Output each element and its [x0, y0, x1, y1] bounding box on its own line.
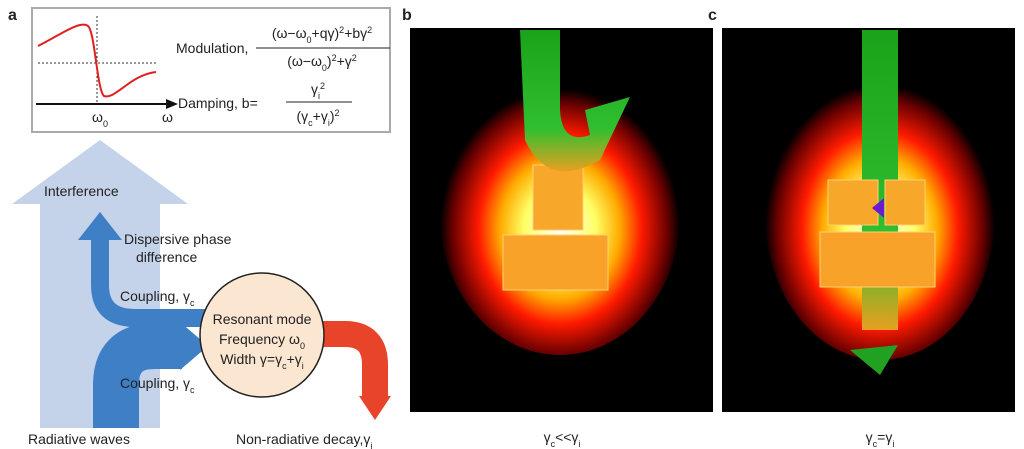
block	[828, 180, 878, 225]
text-segment: 2	[367, 25, 372, 35]
text-segment: (γ	[296, 108, 308, 124]
text-segment: (ω−ω	[272, 25, 307, 41]
text-segment: Coupling, γ	[120, 288, 190, 304]
caption: γc<<γi	[544, 429, 581, 449]
text-segment: +γ	[313, 108, 328, 124]
text-segment: ω	[92, 109, 103, 125]
dispersive-label: difference	[136, 249, 197, 265]
block	[533, 165, 583, 230]
panel-label: a	[8, 7, 17, 24]
text-segment: i	[302, 361, 304, 371]
text-segment: γ	[311, 81, 318, 97]
nonradiative-label: Non-radiative decay,γi	[236, 431, 372, 449]
radiative-label: Radiative waves	[28, 431, 130, 447]
block	[885, 180, 925, 225]
text-segment: Non-radiative decay,γ	[236, 431, 370, 447]
text-segment: Frequency ω	[219, 331, 300, 347]
text-segment: +bγ	[344, 25, 367, 41]
text-segment: i	[578, 439, 580, 449]
damping-label: Damping, b=	[178, 95, 258, 111]
text-segment: Coupling, γ	[120, 375, 190, 391]
text-segment: 0	[103, 119, 108, 129]
arrow-head	[359, 396, 391, 420]
text-segment: 2	[320, 81, 325, 91]
dispersive-label: Dispersive phase	[124, 231, 232, 247]
text-segment: =γ	[877, 429, 892, 445]
text-segment: (ω−ω	[287, 53, 322, 69]
caption: γc=γi	[866, 429, 895, 449]
modulation-label: Modulation,	[176, 40, 248, 56]
text-segment: i	[370, 441, 372, 449]
text-segment: +γ	[287, 351, 302, 367]
text-segment: 2	[335, 108, 340, 118]
text-segment: +qγ)	[312, 25, 340, 41]
text-segment: Width γ=γ	[220, 351, 282, 367]
text-segment: γ	[544, 429, 551, 445]
x-axis-label: ω	[162, 109, 173, 125]
text-segment: c	[190, 298, 195, 308]
mode-title: Resonant mode	[213, 311, 312, 327]
text-segment: c	[190, 385, 195, 395]
block	[503, 235, 608, 290]
panel-label: c	[708, 7, 717, 24]
text-segment: 2	[352, 53, 357, 63]
decay-arrow	[320, 334, 375, 398]
text-segment: i	[892, 439, 894, 449]
panel-label: b	[402, 7, 412, 24]
text-segment: i	[318, 91, 320, 101]
text-segment: <<γ	[555, 429, 578, 445]
text-segment: +γ	[337, 53, 352, 69]
text-segment: 0	[300, 341, 305, 351]
interference-label: Interference	[44, 183, 119, 199]
block	[820, 232, 935, 287]
text-segment: γ	[866, 429, 873, 445]
figure: a ω0 ω Modulation, (ω−ω0+qγ)2+bγ2 (ω−ω0)…	[0, 0, 1024, 449]
